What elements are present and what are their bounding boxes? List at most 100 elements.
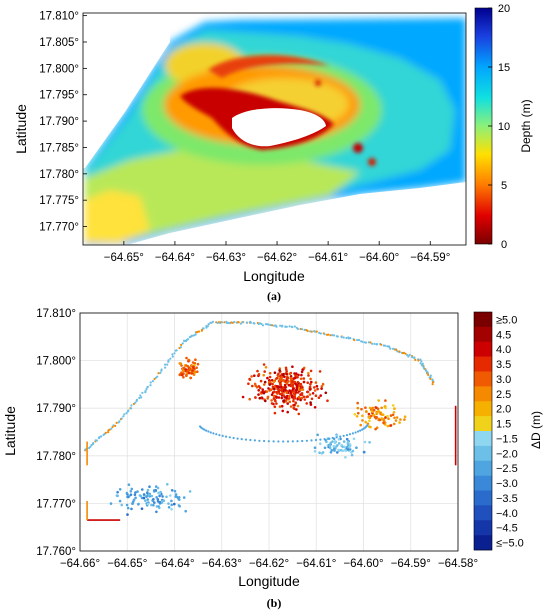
change-point (294, 388, 298, 392)
change-point (186, 365, 190, 368)
colorbar-b-swatch (474, 356, 492, 372)
change-point (196, 362, 200, 366)
change-point (308, 385, 312, 389)
change-point (349, 337, 352, 340)
change-point (288, 394, 291, 398)
axes-b-xtick-label: −64.66° (60, 558, 100, 570)
change-point (429, 374, 432, 377)
change-point (131, 502, 134, 506)
colorbar-b-level-label: 3.5 (496, 359, 511, 371)
axes-a-ytick-label: 17.790° (39, 116, 79, 128)
change-point (431, 381, 434, 384)
change-point (114, 424, 117, 427)
change-point (300, 388, 304, 392)
change-point (278, 377, 282, 381)
change-point (225, 321, 229, 325)
change-point (130, 487, 134, 491)
change-point (339, 435, 342, 438)
change-point (414, 358, 417, 361)
change-point (318, 331, 321, 334)
change-point (310, 439, 313, 442)
change-point (134, 496, 137, 500)
change-point (170, 499, 173, 503)
change-point (170, 503, 173, 507)
change-point (259, 379, 263, 383)
change-point (275, 390, 278, 394)
change-point (319, 394, 323, 397)
east-patch-reef-1 (353, 143, 363, 153)
unsurveyed-southeast (130, 182, 466, 245)
change-point (142, 496, 146, 500)
change-point (285, 391, 289, 395)
change-point (285, 370, 289, 373)
change-point (305, 439, 308, 442)
change-point (192, 365, 195, 369)
change-point (384, 344, 387, 347)
change-point (302, 395, 306, 399)
axes-b-ytick-label: 17.810° (36, 308, 76, 320)
axes-a-ytick-label: 17.800° (39, 63, 79, 75)
change-point (125, 412, 128, 415)
change-point (295, 408, 298, 411)
change-point (284, 366, 288, 370)
change-point (249, 438, 252, 442)
change-point (321, 451, 325, 454)
change-point (278, 405, 282, 408)
change-point (178, 504, 181, 508)
change-point (336, 335, 339, 338)
change-point (171, 355, 174, 358)
change-point (280, 389, 284, 392)
axes-b-xtick-label: −64.61° (296, 558, 336, 570)
change-point (263, 370, 267, 373)
change-point (246, 321, 249, 324)
change-point (166, 483, 169, 486)
change-point (253, 439, 256, 442)
change-point (275, 395, 278, 399)
axes-a-ylabel: Latitude (13, 104, 29, 154)
change-point (129, 490, 133, 493)
change-point (296, 327, 299, 331)
change-point (285, 397, 288, 400)
change-point (402, 351, 406, 354)
change-point (263, 380, 267, 384)
change-point (279, 383, 282, 386)
change-point (277, 396, 281, 399)
change-point (111, 425, 114, 428)
change-point (125, 491, 129, 495)
change-point (379, 411, 382, 415)
change-point (145, 388, 148, 391)
colorbar-b-level-label: −4.0 (496, 508, 518, 520)
change-point (185, 374, 188, 378)
change-point (211, 320, 215, 323)
change-point (196, 370, 199, 374)
change-point (139, 494, 143, 498)
axes-b-ytick-label: 17.800° (36, 356, 76, 368)
change-point (237, 321, 240, 324)
change-point (309, 403, 313, 406)
change-point (337, 448, 340, 452)
change-point (281, 379, 285, 382)
change-point (268, 371, 272, 375)
change-point (326, 399, 329, 403)
change-point (251, 384, 254, 388)
change-point (136, 490, 139, 493)
change-point (391, 413, 395, 417)
change-point (297, 395, 301, 399)
axes-b-frame (79, 312, 459, 552)
change-point (320, 387, 323, 390)
change-point (253, 322, 256, 325)
change-point (158, 494, 161, 498)
change-point (309, 369, 313, 373)
change-point (321, 382, 325, 386)
change-point (281, 409, 285, 413)
change-point (156, 375, 159, 378)
change-point (302, 377, 306, 380)
change-point (374, 406, 378, 409)
change-point (273, 405, 277, 409)
change-point (384, 399, 387, 402)
change-point (277, 372, 280, 376)
change-point (404, 352, 407, 355)
change-point (205, 326, 208, 329)
change-point (367, 341, 370, 344)
change-point (108, 428, 111, 431)
